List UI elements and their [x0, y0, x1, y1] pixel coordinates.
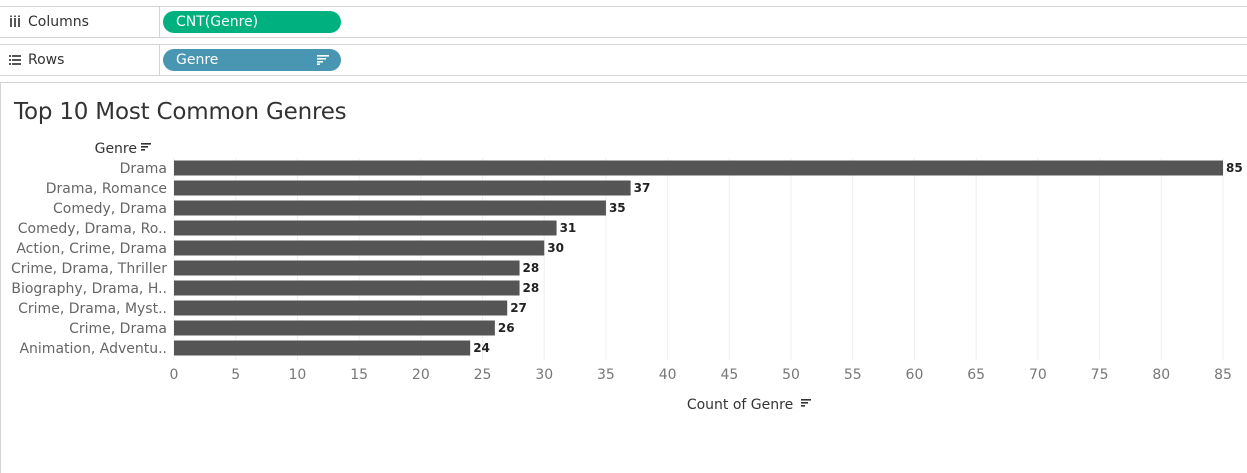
columns-shelf-label: Columns — [0, 7, 160, 37]
x-tick-label-7: 35 — [597, 367, 615, 383]
value-label-5: 28 — [523, 261, 540, 275]
category-label-4: Action, Crime, Drama — [16, 241, 167, 257]
category-label-3: Comedy, Drama, Ro.. — [18, 221, 167, 237]
x-tick-label-10: 50 — [782, 367, 800, 383]
x-axis-label: Count of Genre — [687, 397, 793, 413]
value-label-8: 26 — [498, 321, 515, 335]
bar-7 — [174, 300, 508, 316]
rows-shelf-label: Rows — [0, 45, 160, 75]
x-tick-label-15: 75 — [1091, 367, 1109, 383]
x-tick-label-6: 30 — [535, 367, 553, 383]
bar-5 — [174, 260, 520, 276]
row-header-genre: Genre — [95, 141, 137, 157]
chart-title: Top 10 Most Common Genres — [14, 99, 347, 125]
category-label-0: Drama — [120, 161, 167, 177]
x-tick-label-13: 65 — [967, 367, 985, 383]
value-label-2: 35 — [609, 201, 626, 215]
category-label-1: Drama, Romance — [46, 181, 167, 197]
x-tick-label-1: 5 — [231, 367, 240, 383]
x-tick-label-11: 55 — [844, 367, 862, 383]
x-axis-sort-icon-bar-1 — [801, 402, 808, 404]
x-tick-label-16: 80 — [1152, 367, 1170, 383]
value-label-9: 24 — [473, 341, 490, 355]
columns-label-text: Columns — [28, 14, 89, 30]
category-label-2: Comedy, Drama — [53, 201, 167, 217]
row-header-sort-icon-bar-0 — [141, 143, 151, 145]
x-tick-label-9: 45 — [720, 367, 738, 383]
bar-3 — [174, 220, 557, 236]
x-tick-label-5: 25 — [474, 367, 492, 383]
category-label-5: Crime, Drama, Thriller — [11, 261, 167, 277]
category-label-8: Crime, Drama — [69, 321, 167, 337]
rows-icon — [9, 55, 21, 65]
rows-shelf: Rows Genre — [0, 44, 1247, 76]
value-label-3: 31 — [560, 221, 577, 235]
bar-1 — [174, 180, 631, 196]
cnt-genre-pill[interactable]: CNT(Genre) — [163, 11, 341, 33]
x-tick-label-0: 0 — [170, 367, 179, 383]
x-axis-sort-icon-bar-2 — [801, 405, 805, 407]
chart-pane: Top 10 Most Common Genres — [0, 82, 1247, 473]
x-tick-label-3: 15 — [350, 367, 368, 383]
columns-shelf: Columns CNT(Genre) — [0, 6, 1247, 38]
x-tick-label-8: 40 — [659, 367, 677, 383]
x-axis-sort-icon-bar-0 — [801, 399, 811, 401]
x-tick-label-12: 60 — [906, 367, 924, 383]
value-label-7: 27 — [510, 301, 527, 315]
bar-0 — [174, 160, 1223, 176]
bar-9 — [174, 340, 471, 356]
value-label-1: 37 — [634, 181, 651, 195]
category-label-9: Animation, Adventu.. — [19, 341, 167, 357]
value-label-6: 28 — [523, 281, 540, 295]
row-header-sort-icon-bar-2 — [141, 149, 145, 151]
category-label-7: Crime, Drama, Myst.. — [18, 301, 167, 317]
x-tick-label-14: 70 — [1029, 367, 1047, 383]
row-header-sort-icon-bar-1 — [141, 146, 148, 148]
cnt-genre-pill-text: CNT(Genre) — [176, 14, 259, 30]
x-tick-label-17: 85 — [1214, 367, 1232, 383]
rows-label-text: Rows — [28, 52, 65, 68]
bar-8 — [174, 320, 495, 336]
genre-pill-text: Genre — [176, 52, 219, 68]
bar-6 — [174, 280, 520, 296]
bar-2 — [174, 200, 606, 216]
value-label-0: 85 — [1226, 161, 1243, 175]
sort-descending-icon[interactable] — [317, 55, 329, 65]
bar-4 — [174, 240, 545, 256]
x-tick-label-2: 10 — [288, 367, 306, 383]
x-tick-label-4: 20 — [412, 367, 430, 383]
genre-pill[interactable]: Genre — [163, 49, 341, 71]
columns-icon — [10, 15, 20, 27]
value-label-4: 30 — [547, 241, 564, 255]
category-label-6: Biography, Drama, H.. — [11, 281, 167, 297]
